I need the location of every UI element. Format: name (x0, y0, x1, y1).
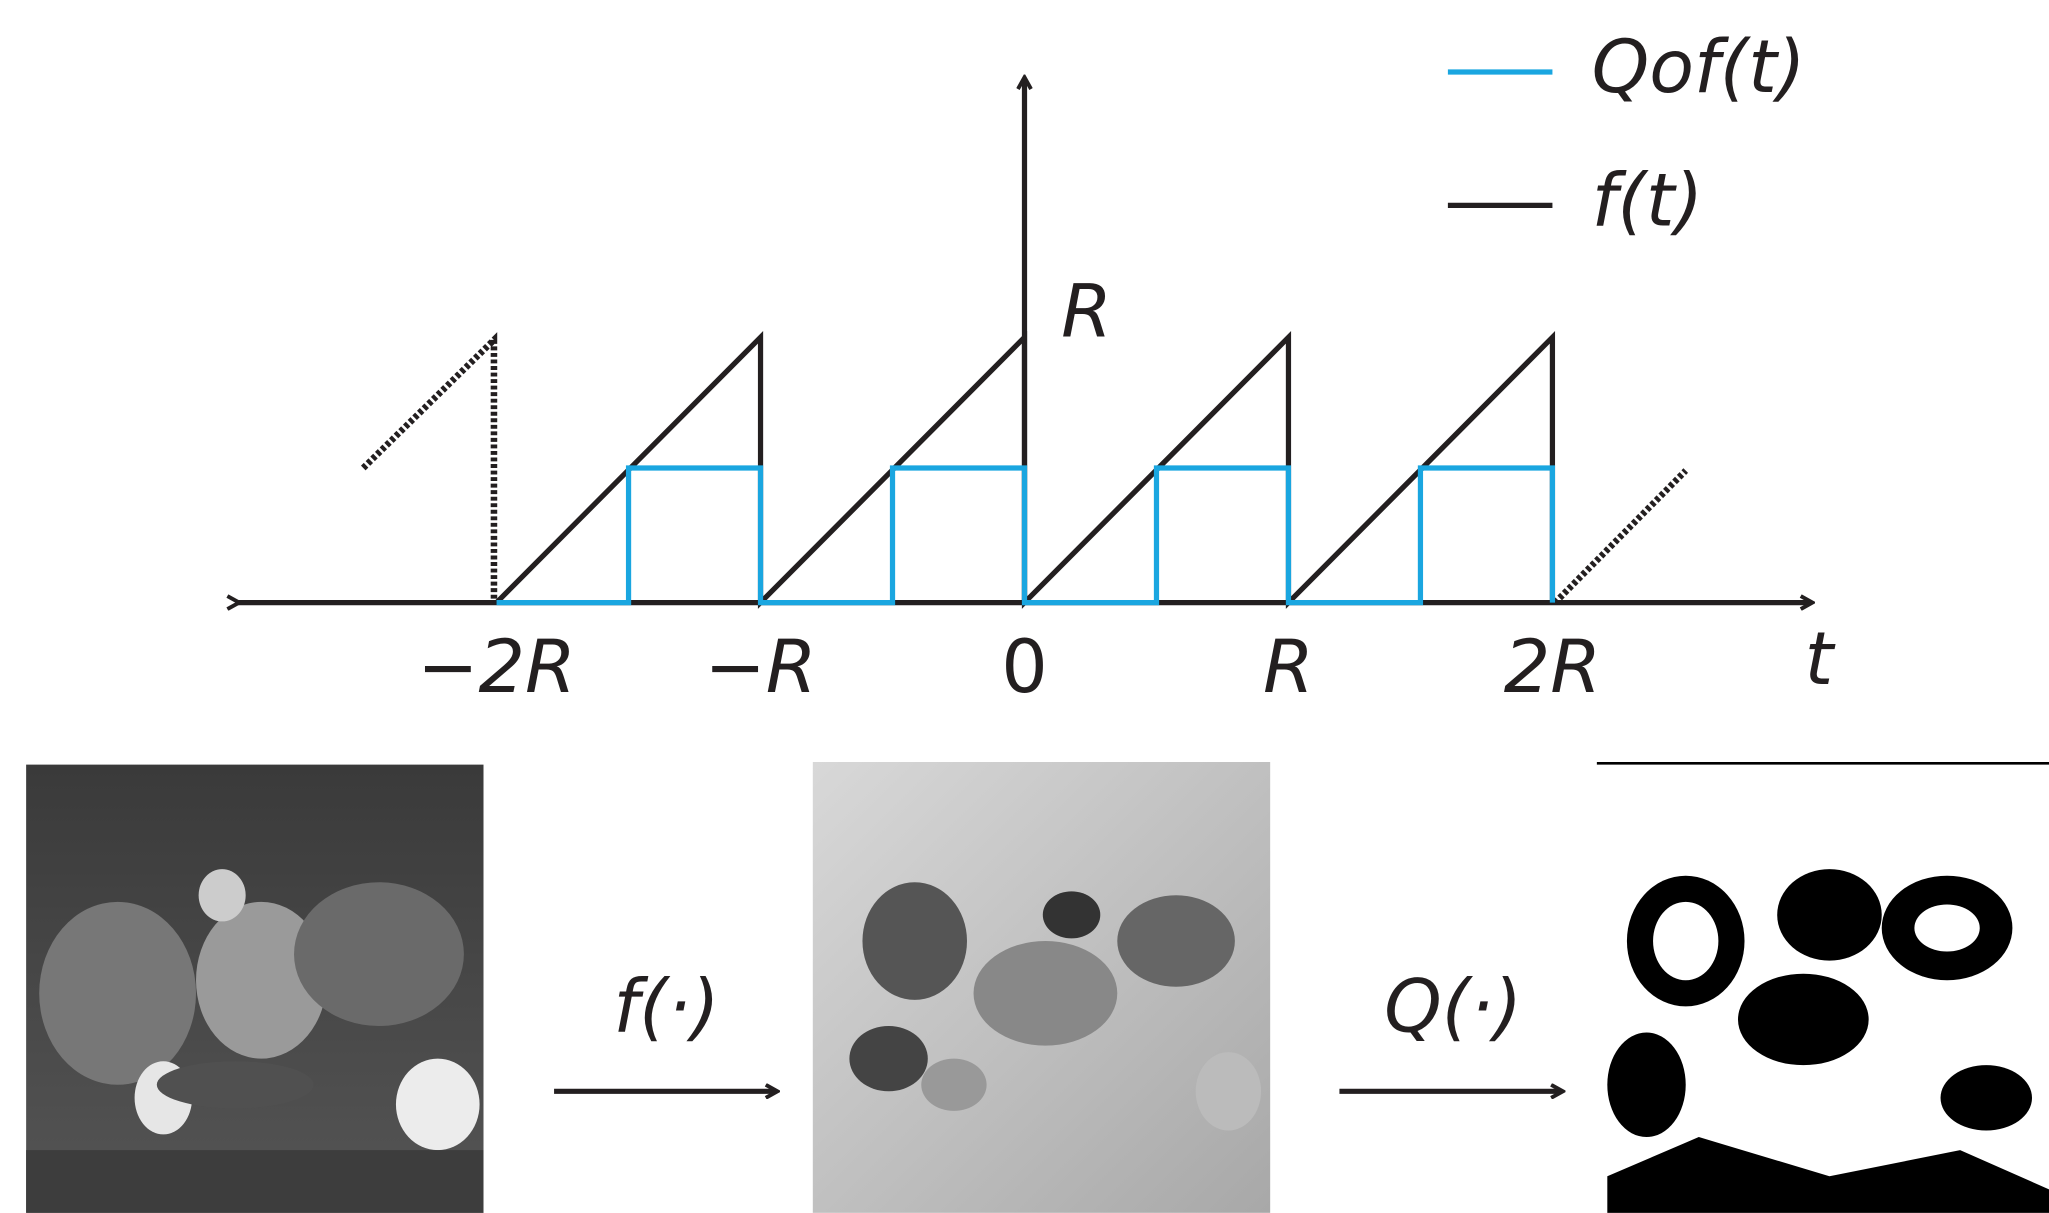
x-tick-label: 0 (1001, 625, 1048, 710)
q-curve (497, 468, 1553, 603)
legend-label: Qof(t) (1592, 25, 1806, 110)
x-axis-label: t (1805, 617, 1836, 702)
diagram: Qof(t) f(t) R −2R −R 0 R 2R t (0, 0, 2049, 1213)
x-tick-label: −R (704, 625, 816, 710)
legend-label: f(t) (1592, 158, 1704, 243)
x-tick-label: −2R (417, 625, 576, 710)
step-label: f(·) (613, 965, 719, 1050)
image-quantized (1597, 762, 2049, 1213)
x-tick-label: 2R (1504, 625, 1601, 710)
x-tick-label: R (1263, 625, 1314, 710)
image-original (26, 765, 483, 1213)
y-label: R (1061, 269, 1112, 354)
step-label: Q(·) (1384, 965, 1522, 1050)
image-wrapped (813, 762, 1270, 1213)
page: {"legend": {"items": [{"label": "Qof(t)"… (0, 0, 2049, 1213)
